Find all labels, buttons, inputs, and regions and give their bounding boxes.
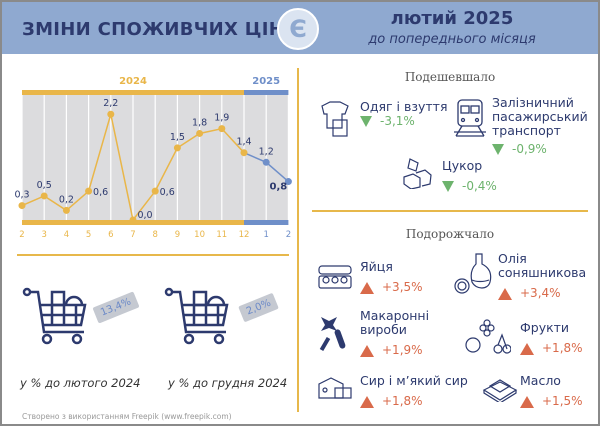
year-band-2024-top	[22, 90, 244, 95]
vertical-divider	[297, 68, 299, 412]
right-divider	[312, 210, 588, 212]
data-point	[173, 144, 181, 152]
data-label: 2,2	[103, 98, 118, 109]
fruits-icon	[465, 319, 511, 354]
year-band-2025-top	[244, 90, 289, 95]
shopping-cart-icon	[164, 287, 229, 345]
data-label: 0,6	[160, 187, 175, 198]
data-point	[284, 178, 292, 186]
data-point	[18, 202, 26, 210]
data-label: 1,8	[192, 117, 207, 128]
data-label: 0,6	[93, 187, 108, 198]
x-tick-label: 2	[286, 230, 291, 240]
data-label: 1,9	[214, 113, 229, 124]
caption-ytd: у % до грудня 2024	[168, 376, 288, 390]
pricier-heading: Подорожчало	[405, 227, 495, 241]
x-tick-label: 10	[194, 230, 205, 240]
data-label: 0,5	[37, 180, 52, 191]
pasta-icon	[319, 317, 346, 352]
period-subtitle: до попереднього місяця	[368, 32, 536, 47]
data-point	[85, 187, 93, 195]
x-tick-label: 3	[41, 230, 46, 240]
price-tag-ytd: 2,0%	[238, 292, 280, 323]
data-label: 0,3	[14, 190, 29, 201]
x-tick-label: 2	[19, 230, 24, 240]
sugar-cubes-icon	[403, 158, 432, 189]
price-tag-annual: 13,4%	[92, 291, 140, 324]
butter-icon	[482, 379, 518, 402]
ukrstat-logo: Є	[277, 8, 319, 50]
data-point	[196, 129, 204, 137]
x-tick-label: 5	[86, 230, 91, 240]
x-tick-label: 4	[64, 230, 69, 240]
year-label-2025: 2025	[252, 76, 280, 87]
data-point	[151, 187, 159, 195]
year-label-2024: 2024	[119, 76, 147, 87]
data-point	[262, 158, 270, 166]
period-title: лютий 2025	[390, 8, 514, 29]
data-point	[107, 110, 115, 118]
header: ЗМІНИ СПОЖИВЧИХ ЦІН Є лютий 2025 до попе…	[2, 2, 598, 54]
data-point	[240, 149, 248, 157]
data-label: 1,5	[170, 132, 185, 143]
data-label: 0,2	[59, 194, 74, 205]
data-point	[129, 216, 137, 224]
left-divider	[17, 254, 289, 256]
train-icon	[454, 99, 486, 137]
x-tick-label: 7	[130, 230, 135, 240]
data-point	[62, 206, 70, 214]
data-label: 0,0	[137, 210, 152, 221]
x-tick-label: 6	[108, 230, 113, 240]
footer-credit: Створено з використанням Freepik (www.fr…	[22, 412, 232, 421]
data-point	[40, 192, 48, 200]
data-point	[218, 125, 226, 133]
page-title: ЗМІНИ СПОЖИВЧИХ ЦІН	[22, 19, 285, 40]
caption-annual: у % до лютого 2024	[20, 376, 141, 390]
clothes-icon	[321, 101, 349, 137]
x-tick-label: 8	[152, 230, 157, 240]
x-tick-label: 12	[239, 230, 250, 240]
x-tick-label: 11	[216, 230, 227, 240]
year-band-2025-bottom	[244, 220, 289, 225]
shopping-cart-icon	[22, 287, 87, 345]
freepik-link[interactable]: www.freepik.com	[164, 412, 229, 421]
data-label: 1,4	[236, 137, 251, 148]
x-tick-label: 9	[175, 230, 180, 240]
data-label: 0,8	[270, 182, 288, 193]
data-label: 1,2	[259, 146, 274, 157]
cheaper-heading: Подешевшало	[404, 70, 496, 84]
x-tick-label: 1	[263, 230, 268, 240]
oil-bottle-icon	[454, 253, 492, 294]
monthly-cpi-chart: 2024 2025 0,3 2 0,5 3 0,2 4 0,6 5 2,2 6 0,07 0,6 8 1,5 9…	[14, 76, 292, 240]
eggs-icon	[318, 265, 352, 289]
cheese-icon	[318, 377, 352, 399]
